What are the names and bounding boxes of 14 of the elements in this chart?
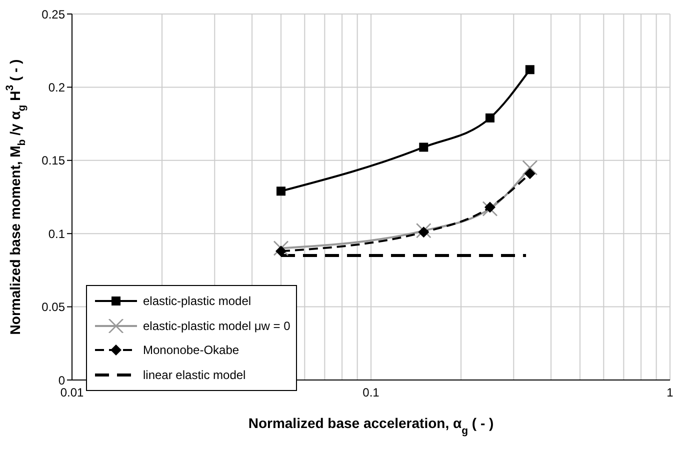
- legend-label: elastic-plastic model: [143, 294, 252, 308]
- y-tick-label: 0: [58, 373, 66, 388]
- y-tick-label: 0.05: [42, 300, 66, 314]
- legend-label: Mononobe-Okabe: [143, 343, 240, 358]
- x-tick-label: 0.01: [60, 386, 84, 400]
- legend-label: elastic-plastic model μw = 0: [143, 318, 290, 333]
- x-axis-title: Normalized base acceleration, α$_{g}$ ( - ): [248, 415, 494, 437]
- x-tick-label: 1: [666, 386, 674, 400]
- y-tick-label: 0.2: [48, 80, 66, 94]
- y-tick-label: 0.25: [42, 7, 66, 22]
- y-tick-label: 0.15: [42, 154, 66, 168]
- legend-label: linear elastic model: [143, 368, 246, 382]
- y-tick-label: 0.1: [48, 226, 66, 241]
- x-tick-label: 0.1: [362, 386, 380, 400]
